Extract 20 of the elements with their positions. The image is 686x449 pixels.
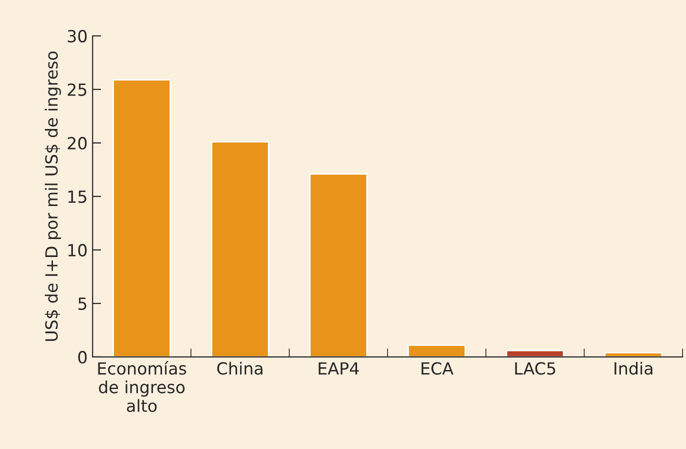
y-tick-label: 5 (78, 298, 86, 310)
bar (112, 79, 171, 357)
bar (506, 350, 564, 357)
y-tick-label: 30 (68, 30, 87, 42)
y-axis-title: US$ de I+D por mil US$ de ingreso (44, 51, 61, 341)
y-tick-label: 10 (68, 244, 87, 257)
y-tick-label: 20 (68, 136, 87, 150)
x-tick-label: India (614, 362, 652, 375)
bar (210, 141, 270, 357)
x-tick-label: EAP4 (318, 362, 359, 374)
y-tick-label: 15 (68, 190, 86, 204)
bar (408, 344, 466, 357)
bar (309, 173, 368, 357)
x-tick-label: LAC5 (515, 362, 556, 375)
bar (604, 352, 663, 357)
x-tick-label: China (217, 362, 262, 375)
y-tick-label: 25 (68, 83, 86, 96)
y-tick-label: 0 (78, 350, 87, 364)
x-tick-label: ECA (422, 362, 454, 375)
x-tick-label: Economías de ingreso alto (98, 361, 186, 412)
